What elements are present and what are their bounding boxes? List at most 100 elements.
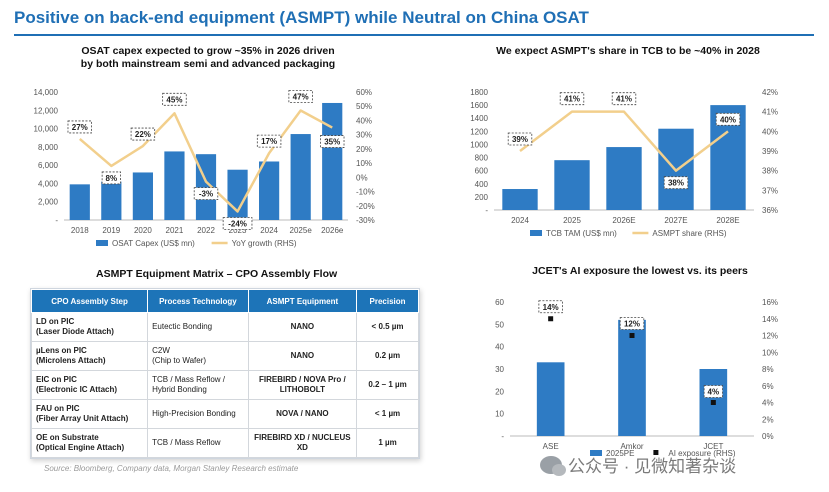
equipment-line-1: FIREBIRD / NOVA Pro / xyxy=(259,375,346,384)
data-label: 45% xyxy=(166,95,182,104)
page-title: Positive on back-end equipment (ASMPT) w… xyxy=(14,8,589,27)
ai-exposure-chart: JCET's AI exposure the lowest vs. its pe… xyxy=(495,265,778,458)
tech-cell: TCB / Mass Reflow xyxy=(147,428,249,458)
data-label-box xyxy=(703,385,723,398)
tech-cell: C2W (Chip to Wafer) xyxy=(147,341,249,371)
equipment-matrix: CPO Assembly Step Process Technology ASM… xyxy=(30,288,420,459)
x-tick-label: 2028E xyxy=(716,216,739,225)
data-label: 35% xyxy=(324,138,340,147)
data-label-box xyxy=(193,187,219,201)
series-line xyxy=(519,110,729,172)
data-label: -24% xyxy=(228,219,247,228)
data-point xyxy=(710,400,716,405)
data-label: 8% xyxy=(106,174,118,183)
tcb-share-chart: We expect ASMPT's share in TCB to be ~40… xyxy=(470,45,778,238)
y2-tick-label: 42% xyxy=(762,88,778,97)
y2-tick-label: 10% xyxy=(356,159,372,168)
bar xyxy=(322,102,343,220)
y-tick-label: 400 xyxy=(475,180,489,189)
header-tech: Process Technology xyxy=(147,289,249,313)
step-name: LD on PIC xyxy=(36,317,75,326)
bar xyxy=(101,181,122,220)
bar xyxy=(259,161,280,220)
x-tick-label: 2026E xyxy=(612,216,635,225)
data-label-box xyxy=(663,176,689,190)
header-precision: Precision xyxy=(356,289,419,313)
data-label-box xyxy=(538,300,563,314)
data-label-box xyxy=(611,92,637,106)
x-tick-label: 2026e xyxy=(321,226,344,235)
tech-line-1: TCB / Mass Reflow / xyxy=(152,375,225,384)
precision-cell: 0.2 – 1 µm xyxy=(356,370,419,400)
y-tick-label: 200 xyxy=(475,193,489,202)
x-tick-label: 2022 xyxy=(197,226,215,235)
data-label: 22% xyxy=(135,130,151,139)
y2-tick-label: 4% xyxy=(762,399,774,408)
tech-line-1: High-Precision Bonding xyxy=(152,409,236,418)
tech-cell: Eutectic Bonding xyxy=(147,312,249,342)
y2-tick-label: 14% xyxy=(762,315,778,324)
x-tick-label: 2025e xyxy=(290,226,313,235)
step-name: OE on Substrate xyxy=(36,433,99,442)
y2-tick-label: -20% xyxy=(356,202,375,211)
chart-title: OSAT capex expected to grow ~35% in 2026… xyxy=(81,45,334,57)
data-label: 4% xyxy=(708,388,720,397)
table-row: EIC on PIC (Electronic IC Attach) TCB / Ma… xyxy=(30,370,419,400)
y2-tick-label: 0% xyxy=(356,173,368,182)
precision-cell: < 1 µm xyxy=(356,399,419,429)
bar xyxy=(132,172,153,220)
x-tick-label: ASE xyxy=(543,442,559,451)
series-line xyxy=(78,109,333,213)
y-tick-label: 1400 xyxy=(470,114,488,123)
legend-swatch-bar xyxy=(96,240,108,246)
equipment-cell: FIREBIRD XD / NUCLEUS XD xyxy=(247,428,358,458)
x-tick-label: 2020 xyxy=(134,226,152,235)
y2-tick-label: 16% xyxy=(762,298,778,307)
equipment-line-1: NANO xyxy=(290,351,315,360)
bar xyxy=(536,362,565,436)
data-label: 12% xyxy=(624,320,640,329)
equipment-table: CPO Assembly Step Process Technology ASM… xyxy=(30,289,419,458)
y-tick-label: 1600 xyxy=(470,101,488,110)
y2-tick-label: 20% xyxy=(356,145,372,154)
y-tick-label: 30 xyxy=(495,365,504,374)
y2-tick-label: -10% xyxy=(356,188,375,197)
header-step: CPO Assembly Step xyxy=(30,289,149,313)
data-label-box xyxy=(320,135,345,148)
table-row: µLens on PIC (Microlens Attach) C2W (Chip t… xyxy=(30,341,419,371)
table-row: LD on PIC (Laser Diode Attach) Eutectic Bo… xyxy=(30,312,419,342)
chart-subtitle: by both mainstream semi and advanced pac… xyxy=(81,58,335,70)
data-label: 39% xyxy=(512,135,528,144)
y-tick-label: 20 xyxy=(495,387,504,396)
y2-tick-label: 2% xyxy=(762,415,774,424)
tech-line-2: Hybrid Bonding xyxy=(152,385,207,394)
y2-tick-label: 38% xyxy=(762,167,778,176)
equipment-cell: NANO xyxy=(247,312,358,342)
data-label: 41% xyxy=(564,95,580,104)
title-rule xyxy=(14,34,814,36)
y-tick-label: 50 xyxy=(495,320,504,329)
equipment-line-1: FIREBIRD XD / NUCLEUS XD xyxy=(254,433,351,452)
x-tick-label: 2021 xyxy=(166,226,184,235)
y2-tick-label: 60% xyxy=(356,88,372,97)
tech-cell: TCB / Mass Reflow / Hybrid Bonding xyxy=(147,370,249,400)
y2-tick-label: 8% xyxy=(762,365,774,374)
data-label-box xyxy=(222,217,253,230)
data-label: 14% xyxy=(543,303,559,312)
y-tick-label: - xyxy=(485,206,488,215)
legend-entry: ASMPT share (RHS) xyxy=(652,229,726,238)
data-point xyxy=(629,333,635,338)
x-tick-label: 2025 xyxy=(563,216,581,225)
y-tick-label: 6,000 xyxy=(38,161,59,170)
y-tick-label: 12,000 xyxy=(34,106,59,115)
table-row: FAU on PIC (Fiber Array Unit Attach) High-… xyxy=(30,399,419,429)
x-tick-label: 2027E xyxy=(664,216,687,225)
step-detail: (Laser Diode Attach) xyxy=(36,327,114,336)
chart-title: We expect ASMPT's share in TCB to be ~40… xyxy=(496,45,760,57)
y-tick-label: 10,000 xyxy=(34,125,59,134)
y2-tick-label: 6% xyxy=(762,382,774,391)
watermark: 公众号 · 见微知著杂谈 xyxy=(540,452,736,477)
legend-entry: TCB TAM (US$ mn) xyxy=(546,229,617,238)
table-header-row: CPO Assembly Step Process Technology ASM… xyxy=(30,289,419,313)
step-detail: (Fiber Array Unit Attach) xyxy=(36,414,129,423)
